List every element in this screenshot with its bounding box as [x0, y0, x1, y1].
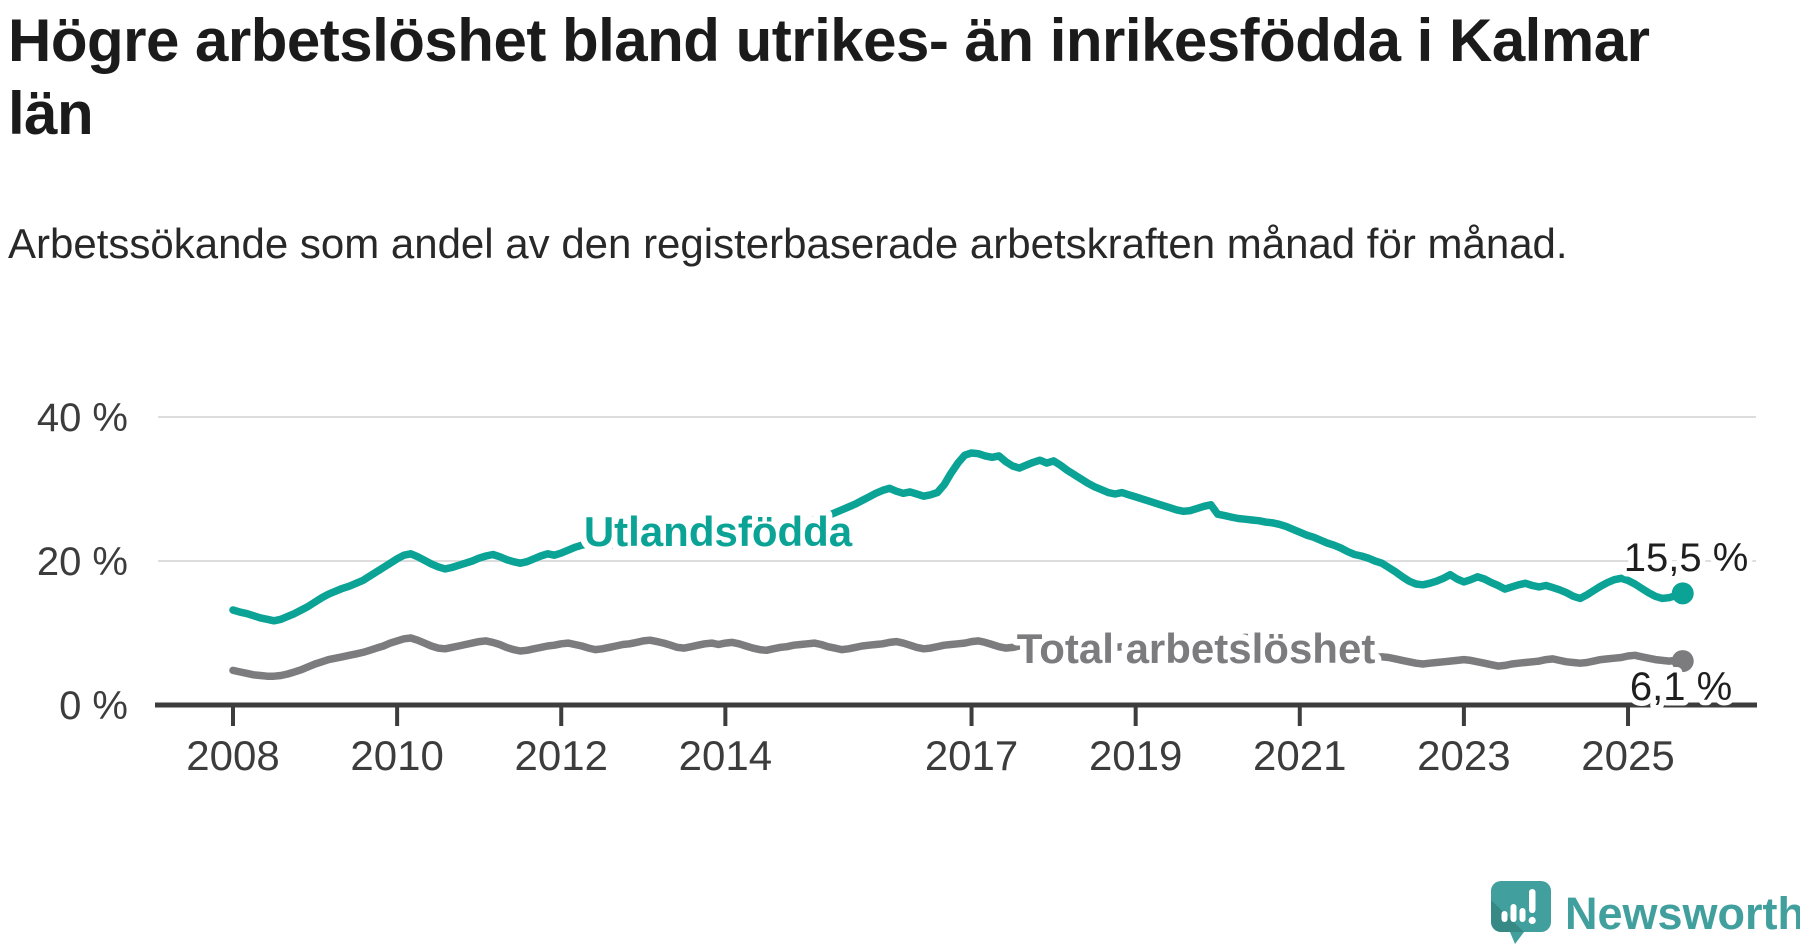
y-tick-label-20: 20 %	[37, 540, 128, 584]
end-dot-utlandsf-dda	[1671, 582, 1694, 605]
x-tick-label-2010: 2010	[350, 732, 443, 779]
chart-title: Högre arbetslöshet bland utrikes- än inr…	[8, 7, 1650, 148]
x-tick-label-2019: 2019	[1089, 732, 1182, 779]
end-dot-total-arbetsl-shet	[1671, 650, 1694, 673]
series-label-total-arbetsl-shet: Total arbetslöshet	[1017, 625, 1376, 672]
line-total-arbetsl-shet	[229, 633, 1687, 680]
branding: Newsworthy	[1490, 880, 1800, 948]
x-tick-label-2025: 2025	[1581, 732, 1674, 779]
x-tick-label-2008: 2008	[186, 732, 279, 779]
line-utlandsf-dda	[229, 449, 1687, 625]
end-value-label-total-arbetsl-shet: 6,1 %	[1630, 665, 1732, 709]
x-tick-label-2012: 2012	[515, 732, 608, 779]
newsworthy-logo-icon	[1491, 881, 1551, 944]
x-tick-label-2021: 2021	[1253, 732, 1346, 779]
chart-subtitle: Arbetssökande som andel av den registerb…	[8, 220, 1568, 267]
y-tick-label-0: 0 %	[59, 684, 128, 728]
x-tick-label-2017: 2017	[925, 732, 1018, 779]
logo-exclamation-icon	[1529, 889, 1536, 913]
newsworthy-logo-text: Newsworthy	[1565, 888, 1800, 939]
series-label-utlandsf-dda: Utlandsfödda	[584, 508, 853, 555]
x-tick-label-2023: 2023	[1417, 732, 1510, 779]
y-tick-label-40: 40 %	[37, 396, 128, 440]
end-value-label-utlandsf-dda: 15,5 %	[1624, 536, 1749, 580]
x-tick-label-2014: 2014	[679, 732, 772, 779]
logo-bar-chart-icon	[1501, 889, 1536, 925]
